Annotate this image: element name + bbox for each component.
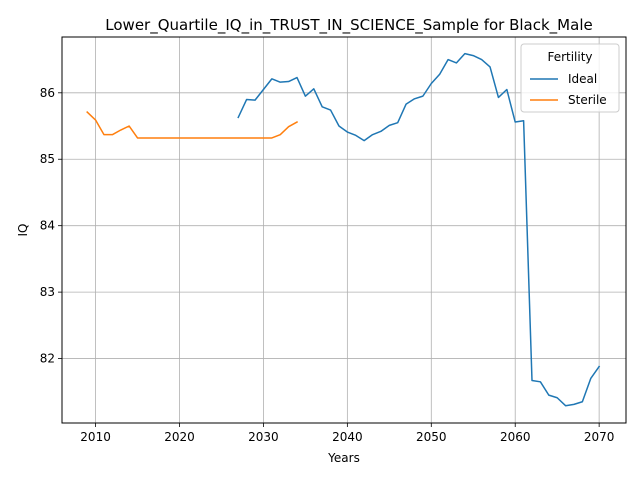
series-line-ideal: [237, 52, 601, 407]
x-tick-label: 2050: [416, 430, 447, 444]
legend-items: Ideal Sterile: [530, 72, 607, 107]
legend-box: [520, 43, 620, 113]
series-lines: [86, 52, 601, 407]
x-tick-label: 2060: [500, 430, 531, 444]
x-axis-label: Years: [327, 451, 360, 465]
chart-title: Lower_Quartile_IQ_in_TRUST_IN_SCIENCE_Sa…: [105, 16, 592, 35]
x-tick-label: 2030: [248, 430, 279, 444]
legend-label-ideal: Ideal: [568, 72, 597, 86]
series-line-sterile: [86, 111, 299, 139]
y-tick-label: 83: [40, 285, 55, 299]
x-tick-label: 2070: [584, 430, 615, 444]
legend-title: Fertility: [547, 50, 592, 64]
y-tick-label: 84: [40, 219, 55, 233]
plot-frame: [61, 36, 627, 424]
legend-label-sterile: Sterile: [568, 93, 607, 107]
y-tick-label: 82: [40, 352, 55, 366]
y-tick-label: 86: [40, 86, 55, 100]
y-tick-label: 85: [40, 152, 55, 166]
y-axis-label: IQ: [16, 224, 30, 237]
x-tick-label: 2020: [164, 430, 195, 444]
x-tick-label: 2010: [80, 430, 111, 444]
axis-ticks: 2010 2020 2030 2040 2050 2060 2070 82 83 84 85 86: [40, 86, 615, 444]
legend: Fertility Ideal Sterile: [520, 43, 620, 113]
x-tick-label: 2040: [332, 430, 363, 444]
